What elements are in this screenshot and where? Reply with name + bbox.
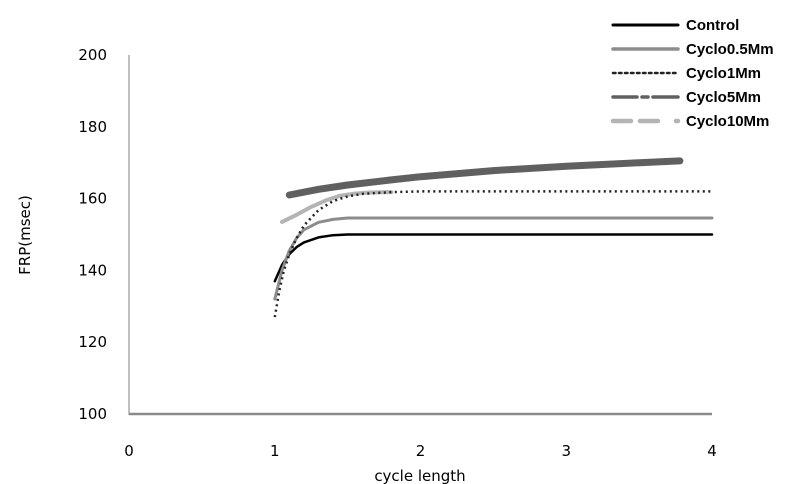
x-tick-label: 1	[270, 442, 280, 460]
series-line-cyclo0-5mm	[273, 216, 714, 301]
y-tick-label: 120	[78, 333, 107, 351]
series-line-control	[273, 233, 714, 283]
legend-label: Cyclo10Mm	[686, 113, 769, 130]
axes	[128, 55, 712, 416]
plot-area	[273, 157, 714, 318]
y-tick-label: 200	[78, 46, 107, 64]
y-tick-label: 140	[78, 261, 107, 279]
legend-label: Control	[686, 17, 739, 34]
y-tick-label: 180	[78, 118, 107, 136]
series-line-cyclo5mm	[285, 157, 684, 199]
series-line-cyclo10mm	[280, 190, 394, 224]
series-line-cyclo1mm	[273, 190, 712, 318]
x-tick-label: 4	[707, 442, 717, 460]
y-axis-title: FRP(msec)	[16, 195, 34, 275]
x-tick-label: 2	[416, 442, 426, 460]
legend-label: Cyclo5Mm	[686, 89, 761, 106]
legend: Control Cyclo0.5Mm Cyclo1Mm Cyclo5Mm Cyclo10…	[610, 17, 774, 130]
tick-labels: 100 120 140 160 180 200 0 1 2 3 4	[78, 46, 716, 460]
y-tick-label: 160	[78, 190, 107, 208]
legend-label: Cyclo1Mm	[686, 65, 761, 82]
x-tick-label: 3	[561, 442, 571, 460]
y-tick-label: 100	[78, 405, 107, 423]
legend-label: Cyclo0.5Mm	[686, 41, 774, 58]
x-tick-label: 0	[124, 442, 134, 460]
x-axis-title: cycle length	[374, 467, 465, 484]
